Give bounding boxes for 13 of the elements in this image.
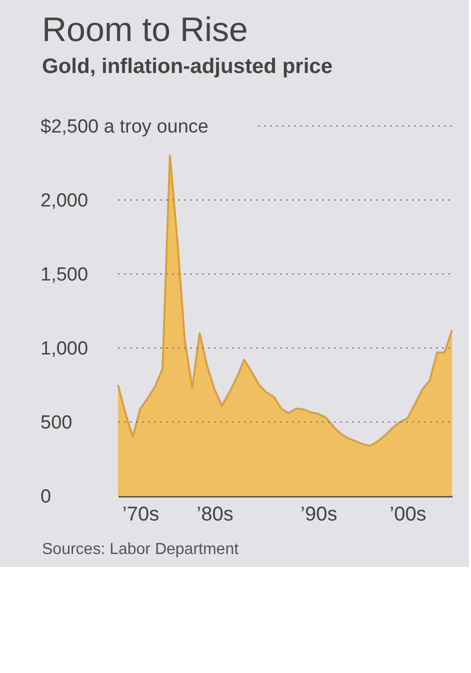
source-note: Sources: Labor Department [42,541,240,558]
y-tick-label: 0 [40,486,52,508]
y-tick-label: 1,000 [40,338,88,360]
x-tick-label: ’90s [300,504,338,526]
chart-title: Room to Rise [42,11,248,49]
y-tick-label: 500 [40,412,72,434]
y-tick-label: 2,000 [40,190,88,212]
y-tick-label: 1,500 [40,264,88,286]
x-tick-label: ’80s [196,504,234,526]
x-tick-label: ’70s [122,504,160,526]
chart-subtitle: Gold, inflation-adjusted price [42,55,333,78]
x-tick-label: ’00s [390,504,426,526]
y-tick-label: $2,500 a troy ounce [40,116,208,138]
